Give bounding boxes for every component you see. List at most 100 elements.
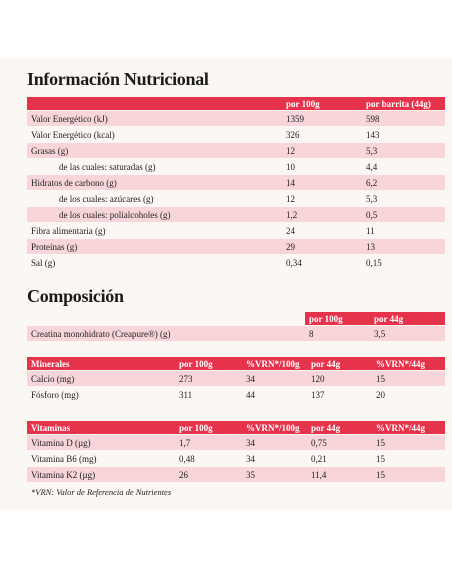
table-cell: Vitamina D (µg) — [27, 434, 175, 451]
table-cell: por 100g — [175, 421, 242, 435]
table-cell: 5,3 — [362, 190, 445, 207]
table-cell: Valor Energético (kcal) — [27, 126, 282, 143]
table-row: por 100g por barrita (44g) — [27, 97, 445, 111]
table-cell: Sal (g) — [27, 254, 282, 271]
table-cell: 13 — [362, 238, 445, 255]
table-cell: 15 — [372, 434, 445, 451]
table-cell: 5,3 — [362, 142, 445, 159]
table-cell: 20 — [372, 386, 445, 403]
table-cell: 8 — [305, 325, 370, 342]
table-row: Grasas (g) 12 5,3 — [27, 142, 445, 159]
table-row: Valor Energético (kcal) 326 143 — [27, 126, 445, 143]
footnote: *VRN: Valor de Referencia de Nutrientes — [31, 487, 172, 497]
table-cell: 12 — [282, 142, 362, 159]
table-row: Creatina monohidrato (Creapure®) (g) 8 3,5 — [27, 325, 445, 342]
table-cell: 15 — [372, 450, 445, 467]
table-cell: por 44g — [307, 421, 372, 435]
table-cell: 26 — [175, 466, 242, 483]
table-cell: por barrita (44g) — [362, 97, 445, 111]
table-cell: 34 — [242, 370, 307, 387]
table-cell: Fósforo (mg) — [27, 386, 175, 403]
table-cell: por 100g — [305, 312, 370, 326]
table-cell: 12 — [282, 190, 362, 207]
table-row: Vitamina B6 (mg) 0,48 34 0,21 15 — [27, 450, 445, 467]
table-cell: 0,75 — [307, 434, 372, 451]
table-row: Fibra alimentaria (g) 24 11 — [27, 222, 445, 239]
table-row: Vitamina D (µg) 1,7 34 0,75 15 — [27, 434, 445, 451]
table-cell: Grasas (g) — [27, 142, 282, 159]
table-row: de las cuales: saturadas (g) 10 4,4 — [27, 158, 445, 175]
table-cell: 0,15 — [362, 254, 445, 271]
table-row: Fósforo (mg) 311 44 137 20 — [27, 386, 445, 403]
table-cell: 11,4 — [307, 466, 372, 483]
table-cell: Fibra alimentaria (g) — [27, 222, 282, 239]
table-cell: por 44g — [307, 357, 372, 371]
table-row: Valor Energético (kJ) 1359 598 — [27, 110, 445, 127]
table-cell — [27, 97, 282, 111]
table-cell: 120 — [307, 370, 372, 387]
table-cell: 143 — [362, 126, 445, 143]
table-cell: de los cuales: azúcares (g) — [27, 190, 282, 207]
table-cell: 15 — [372, 466, 445, 483]
table-cell: Vitamina B6 (mg) — [27, 450, 175, 467]
table-cell: 10 — [282, 158, 362, 175]
table-cell: 35 — [242, 466, 307, 483]
table-cell: 6,2 — [362, 174, 445, 191]
table-row: por 100g por 44g — [27, 312, 445, 326]
table-cell: de los cuales: polialcoholes (g) — [27, 206, 282, 223]
table-cell: de las cuales: saturadas (g) — [27, 158, 282, 175]
table-cell: Valor Energético (kJ) — [27, 110, 282, 127]
table-cell: Hidratos de carbono (g) — [27, 174, 282, 191]
table-cell: %VRN*/44g — [372, 357, 445, 371]
table-cell: 29 — [282, 238, 362, 255]
table-row: Sal (g) 0,34 0,15 — [27, 254, 445, 271]
table-cell: 34 — [242, 434, 307, 451]
table-cell: 598 — [362, 110, 445, 127]
table-cell: 3,5 — [370, 325, 445, 342]
table-cell: 15 — [372, 370, 445, 387]
table-row: de los cuales: polialcoholes (g) 1,2 0,5 — [27, 206, 445, 223]
table-cell: 311 — [175, 386, 242, 403]
table-cell: 0,21 — [307, 450, 372, 467]
nutrition-table: por 100g por barrita (44g) Valor Energéti… — [27, 97, 445, 271]
table-cell: Calcio (mg) — [27, 370, 175, 387]
table-cell: %VRN*/100g — [242, 421, 307, 435]
table-cell: 14 — [282, 174, 362, 191]
table-cell: %VRN*/100g — [242, 357, 307, 371]
table-cell: 0,48 — [175, 450, 242, 467]
table-row: Calcio (mg) 273 34 120 15 — [27, 370, 445, 387]
table-cell: 11 — [362, 222, 445, 239]
table-cell: Minerales — [27, 357, 175, 371]
table-cell — [27, 312, 305, 326]
table-row: Vitaminas por 100g %VRN*/100g por 44g %VRN*/… — [27, 421, 445, 435]
table-cell: 0,34 — [282, 254, 362, 271]
table-cell: por 100g — [282, 97, 362, 111]
table-cell: 137 — [307, 386, 372, 403]
minerals-table: Minerales por 100g %VRN*/100g por 44g %VRN*/… — [27, 357, 445, 403]
title: Composición — [27, 286, 124, 306]
table-cell: %VRN*/44g — [372, 421, 445, 435]
table-cell: 0,5 — [362, 206, 445, 223]
table-row: Proteínas (g) 29 13 — [27, 238, 445, 255]
composition-table: por 100g por 44g Creatina monohidrato (Cr… — [27, 312, 445, 342]
table-cell: 1,7 — [175, 434, 242, 451]
table-row: Vitamina K2 (µg) 26 35 11,4 15 — [27, 466, 445, 483]
table-cell: 34 — [242, 450, 307, 467]
table-cell: por 100g — [175, 357, 242, 371]
table-cell: Vitamina K2 (µg) — [27, 466, 175, 483]
table-row: Hidratos de carbono (g) 14 6,2 — [27, 174, 445, 191]
vitamins-table: Vitaminas por 100g %VRN*/100g por 44g %VRN*/… — [27, 421, 445, 483]
table-cell: 24 — [282, 222, 362, 239]
table-cell: 273 — [175, 370, 242, 387]
table-cell: 1,2 — [282, 206, 362, 223]
table-row: Minerales por 100g %VRN*/100g por 44g %VRN*/… — [27, 357, 445, 371]
table-cell: 1359 — [282, 110, 362, 127]
table-cell: Creatina monohidrato (Creapure®) (g) — [27, 325, 305, 342]
title: Información Nutricional — [27, 69, 209, 89]
table-row: de los cuales: azúcares (g) 12 5,3 — [27, 190, 445, 207]
table-cell: por 44g — [370, 312, 445, 326]
table-cell: 44 — [242, 386, 307, 403]
table-cell: Vitaminas — [27, 421, 175, 435]
table-cell: Proteínas (g) — [27, 238, 282, 255]
